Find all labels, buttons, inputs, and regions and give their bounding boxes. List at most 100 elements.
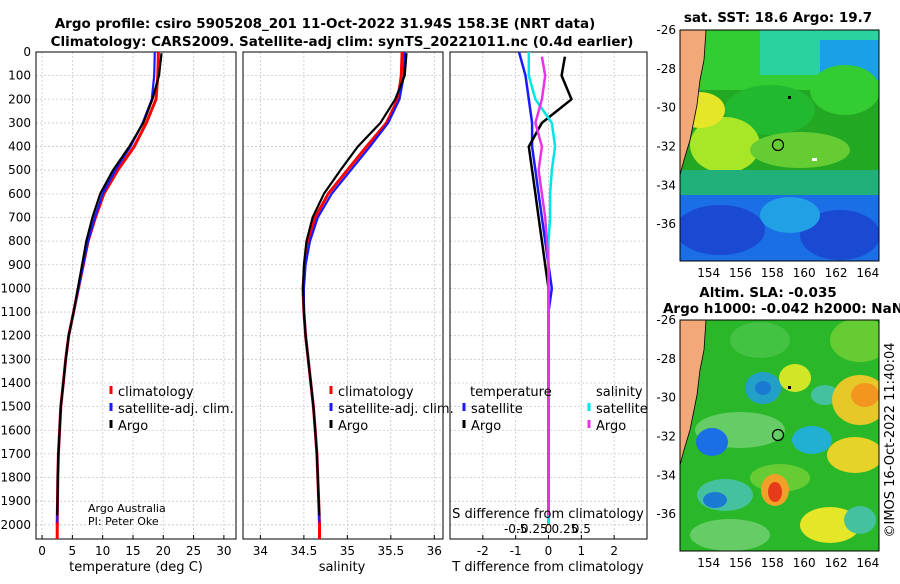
lon-tick-label: 162 [825,266,848,280]
legend-temp-title: temperature [470,385,552,400]
lon-tick-label: 164 [856,266,879,280]
depth-tick-label: 500 [8,163,31,177]
lon-tick-label: 156 [729,266,752,280]
header-title-line2: Climatology: CARS2009. Satellite-adj cli… [51,34,634,50]
depth-tick-label: 1300 [0,352,31,366]
lat-tick-label: -32 [656,429,676,443]
s-tick-label: 0 [545,522,553,536]
temperature-xlabel: temperature (deg C) [69,560,203,575]
credit-line2: PI: Peter Oke [88,515,159,528]
credit-line1: Argo Australia [88,502,166,515]
lon-tick-label: 160 [793,266,816,280]
s-tick-label: 0.5 [572,522,591,536]
legend-difference: temperature salinity satellite Argo satellit… [462,385,648,434]
legend-label: Argo [471,419,501,434]
x-tick-label: 34.5 [291,544,318,558]
depth-tick-label: 2000 [0,518,31,532]
sla-map-title2: Argo h1000: -0.042 h2000: NaN [663,301,900,317]
depth-tick-label: 1400 [0,376,31,390]
sla-field [680,320,879,551]
lat-tick-label: -28 [656,352,676,366]
lat-tick-label: -36 [656,507,676,521]
legend-label: Argo [338,419,368,434]
lat-tick-label: -30 [656,391,676,405]
x-tick-label: -2 [477,544,489,558]
depth-tick-label: 1900 [0,494,31,508]
copyright-label: ©IMOS 16-Oct-2022 11:40:04 [883,342,898,537]
legend-label: Argo [596,419,626,434]
lat-tick-label: -28 [656,62,676,76]
depth-tick-label: 900 [8,258,31,272]
series-argo [301,53,408,516]
legend-label: climatology [118,385,194,400]
lon-tick-label: 160 [793,556,816,570]
depth-tick-label: 1000 [0,281,31,295]
x-tick-label: 30 [216,544,231,558]
legend-temperature: climatology satellite-adj. clim. Argo [109,385,234,434]
depth-tick-label: 600 [8,187,31,201]
x-tick-label: 2 [610,544,618,558]
difference-xlabel-t: T difference from climatology [451,560,644,575]
sla-map-title1: Altim. SLA: -0.035 [699,285,836,301]
legend-label: satellite [596,402,648,417]
depth-tick-label: 100 [8,69,31,83]
depth-tick-label: 700 [8,210,31,224]
x-tick-label: 0 [38,544,46,558]
lat-tick-label: -32 [656,139,676,153]
depth-tick-label: 400 [8,140,31,154]
difference-panel: T difference from climatology S differen… [449,51,648,575]
x-tick-label: 20 [156,544,171,558]
lon-tick-label: 154 [697,266,720,280]
sst-map: sat. SST: 18.6 Argo: 19.7 -26-2 [656,10,880,280]
sst-map-title: sat. SST: 18.6 Argo: 19.7 [684,10,872,26]
x-tick-label: 34 [253,544,268,558]
s-tick-label: -0.25 [517,522,548,536]
lat-tick-label: -30 [656,101,676,115]
lat-tick-label: -34 [656,468,676,482]
legend-label: Argo [118,419,148,434]
depth-tick-label: 1700 [0,447,31,461]
series-salinity-argo [534,56,550,516]
salinity-xlabel: salinity [319,560,366,575]
lat-tick-label: -26 [656,23,676,37]
lat-tick-label: -34 [656,178,676,192]
x-tick-label: 1 [578,544,586,558]
legend-salinity: climatology satellite-adj. clim. Argo [329,385,454,434]
lon-tick-label: 158 [761,266,784,280]
sst-field [680,30,879,261]
sla-map: Altim. SLA: -0.035 Argo h1000: -0.042 h2… [656,285,900,570]
depth-tick-label: 1100 [0,305,31,319]
depth-tick-label: 1500 [0,400,31,414]
x-tick-label: 36 [427,544,442,558]
x-tick-label: 5 [69,544,77,558]
depth-tick-label: 1600 [0,423,31,437]
depth-tick-label: 1200 [0,329,31,343]
lon-tick-label: 158 [761,556,784,570]
salinity-panel: salinity [242,51,444,575]
legend-label: satellite-adj. clim. [118,402,234,417]
legend-label: satellite-adj. clim. [338,402,454,417]
s-tick-label: 0.25 [552,522,579,536]
lon-tick-label: 164 [856,556,879,570]
legend-label: climatology [338,385,414,400]
header-title-line1: Argo profile: csiro 5905208_201 11-Oct-2… [55,16,596,32]
s-tick-label: -0.5 [504,522,527,536]
x-tick-label: -1 [510,544,522,558]
lon-tick-label: 162 [825,556,848,570]
depth-tick-label: 0 [23,45,31,59]
series-argo [56,53,163,516]
x-tick-label: 35 [340,544,355,558]
x-tick-label: 10 [95,544,110,558]
depth-tick-label: 200 [8,92,31,106]
lon-tick-label: 156 [729,556,752,570]
lat-tick-label: -36 [656,217,676,231]
depth-tick-label: 800 [8,234,31,248]
difference-xlabel-s: S difference from climatology [452,507,644,522]
lon-tick-label: 154 [697,556,720,570]
temperature-panel: temperature (deg C) [35,51,237,575]
legend-sal-title: salinity [596,385,643,400]
lat-tick-label: -26 [656,313,676,327]
x-tick-label: 0 [545,544,553,558]
depth-tick-label: 1800 [0,471,31,485]
